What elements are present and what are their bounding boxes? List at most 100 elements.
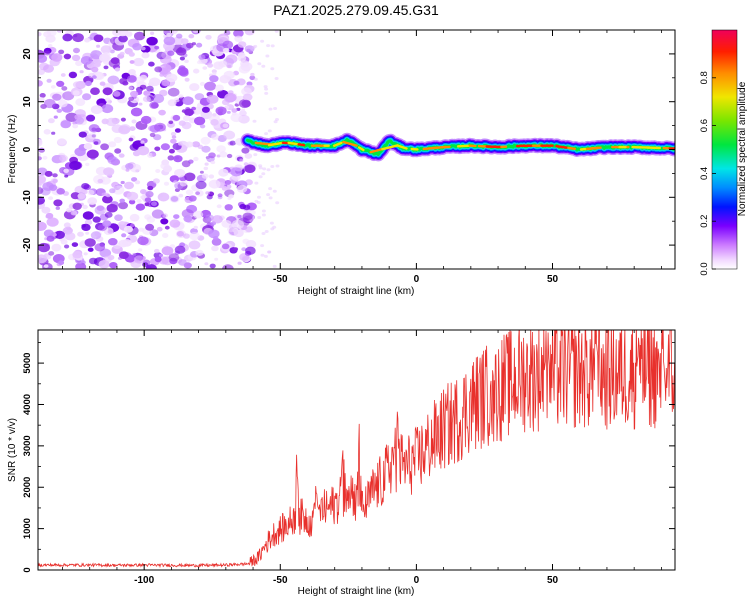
noise-speckle xyxy=(243,94,253,101)
noise-speckle xyxy=(139,103,143,106)
noise-speckle xyxy=(63,169,69,173)
noise-speckle xyxy=(150,32,154,35)
noise-speckle xyxy=(146,264,157,273)
noise-speckle xyxy=(140,189,147,194)
noise-speckle xyxy=(196,43,202,48)
noise-speckle xyxy=(264,85,268,88)
noise-speckle xyxy=(154,66,162,72)
noise-speckle xyxy=(92,75,97,79)
noise-speckle xyxy=(154,249,160,253)
noise-speckle xyxy=(73,203,82,210)
noise-speckle xyxy=(44,51,51,56)
colorbar-tick-label: 0.4 xyxy=(699,167,710,180)
noise-speckle xyxy=(152,153,156,156)
noise-speckle xyxy=(173,115,181,121)
colorbar: 0.00.20.40.60.8 Normalized spectral ampl… xyxy=(699,30,748,276)
snr-ylabel: SNR (10 * v/v) xyxy=(7,418,18,482)
noise-speckle xyxy=(193,211,203,219)
noise-speckle xyxy=(133,93,137,96)
noise-speckle xyxy=(211,246,219,252)
noise-speckle xyxy=(119,78,127,84)
noise-speckle xyxy=(188,160,194,164)
x-tick-label: -100 xyxy=(134,575,154,586)
noise-speckle xyxy=(125,163,133,169)
noise-speckle xyxy=(53,199,62,206)
noise-speckle xyxy=(113,91,121,97)
noise-speckle xyxy=(106,118,117,126)
noise-speckle xyxy=(237,185,247,193)
noise-speckle xyxy=(48,44,53,48)
noise-speckle xyxy=(102,52,111,59)
noise-speckle xyxy=(253,45,257,48)
noise-speckle xyxy=(58,260,64,265)
noise-speckle xyxy=(165,226,170,230)
noise-speckle xyxy=(238,41,247,48)
noise-speckle xyxy=(150,133,156,137)
noise-speckle xyxy=(57,109,63,113)
noise-speckle xyxy=(143,96,151,102)
noise-speckle xyxy=(52,94,61,101)
noise-speckle xyxy=(267,168,271,171)
noise-speckle xyxy=(35,222,47,231)
noise-speckle xyxy=(204,262,208,265)
noise-speckle xyxy=(45,171,53,177)
noise-speckle xyxy=(266,193,270,196)
noise-speckle xyxy=(168,155,175,160)
noise-speckle xyxy=(51,85,56,89)
noise-speckle xyxy=(208,152,216,158)
noise-speckle xyxy=(184,173,195,182)
noise-speckle xyxy=(140,196,144,199)
noise-speckle xyxy=(37,156,42,160)
noise-speckle xyxy=(185,78,190,82)
noise-speckle xyxy=(262,214,266,217)
noise-speckle xyxy=(64,222,71,227)
noise-speckle xyxy=(216,107,227,116)
noise-speckle xyxy=(105,212,113,218)
colorbar-tick-label: 0.6 xyxy=(699,119,710,132)
noise-speckle xyxy=(109,262,117,268)
noise-speckle xyxy=(272,226,276,229)
noise-speckle xyxy=(72,124,78,128)
noise-speckle xyxy=(106,194,110,197)
noise-speckle xyxy=(208,230,219,239)
noise-speckle xyxy=(94,141,99,144)
noise-speckle xyxy=(48,118,55,123)
noise-speckle xyxy=(168,88,180,97)
noise-speckle xyxy=(241,148,249,154)
noise-speckle xyxy=(225,204,233,210)
noise-speckle xyxy=(159,73,163,76)
noise-speckle xyxy=(100,82,106,86)
noise-speckle xyxy=(108,156,119,164)
noise-speckle xyxy=(164,36,176,45)
noise-speckle xyxy=(129,52,135,57)
noise-speckle xyxy=(230,141,236,146)
noise-speckle xyxy=(86,115,95,122)
noise-speckle xyxy=(149,102,158,109)
noise-speckle xyxy=(238,52,246,58)
noise-speckle xyxy=(241,100,251,107)
noise-speckle xyxy=(48,196,53,200)
noise-speckle xyxy=(124,182,134,190)
noise-speckle xyxy=(65,232,76,240)
noise-speckle xyxy=(81,183,89,189)
noise-speckle xyxy=(246,49,250,52)
noise-speckle xyxy=(264,132,268,135)
noise-speckle xyxy=(105,98,111,102)
noise-speckle xyxy=(98,179,104,183)
noise-speckle xyxy=(264,255,268,258)
noise-speckle xyxy=(176,48,187,56)
noise-speckle xyxy=(162,233,168,238)
noise-speckle xyxy=(262,232,266,235)
noise-speckle xyxy=(194,117,205,126)
noise-speckle xyxy=(267,251,271,254)
noise-speckle xyxy=(118,240,128,248)
noise-speckle xyxy=(210,119,218,126)
noise-speckle xyxy=(182,109,187,113)
noise-speckle xyxy=(77,232,84,237)
noise-speckle xyxy=(95,243,106,251)
noise-speckle xyxy=(178,194,183,198)
noise-speckle xyxy=(250,73,254,76)
noise-speckle xyxy=(223,48,230,53)
